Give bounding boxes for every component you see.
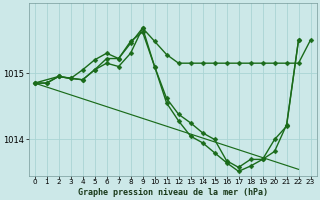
X-axis label: Graphe pression niveau de la mer (hPa): Graphe pression niveau de la mer (hPa) bbox=[77, 188, 268, 197]
